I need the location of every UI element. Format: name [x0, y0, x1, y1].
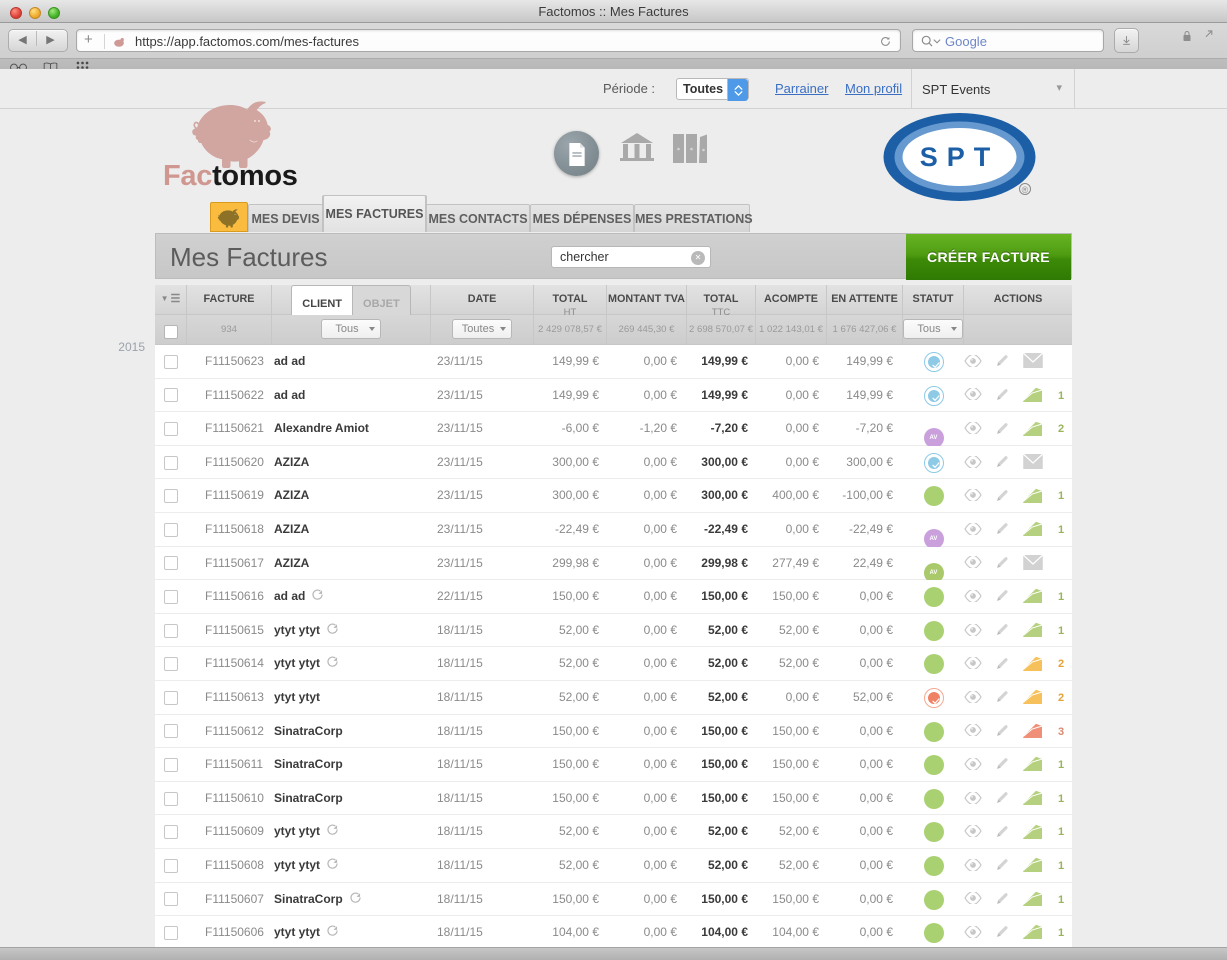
svg-text:SPT: SPT	[920, 142, 1000, 172]
